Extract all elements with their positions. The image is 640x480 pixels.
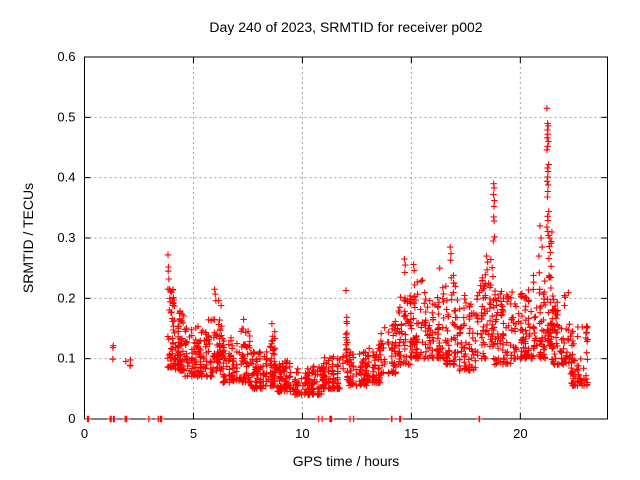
- plot-frame: [84, 56, 608, 420]
- x-axis-label: GPS time / hours: [292, 453, 400, 469]
- chart-title: Day 240 of 2023, SRMTID for receiver p00…: [209, 19, 483, 35]
- svg-text:0.6: 0.6: [57, 49, 75, 64]
- svg-text:0: 0: [68, 411, 75, 426]
- svg-text:20: 20: [513, 426, 527, 441]
- svg-text:0.2: 0.2: [57, 290, 75, 305]
- tick-labels: 0 5 10 15 20 0 0.1 0.2 0.3 0.4 0.5 0.6: [57, 49, 527, 441]
- svg-text:0.3: 0.3: [57, 230, 75, 245]
- svg-text:0.1: 0.1: [57, 351, 75, 366]
- svg-text:0.5: 0.5: [57, 109, 75, 124]
- svg-text:5: 5: [190, 426, 197, 441]
- svg-text:15: 15: [404, 426, 418, 441]
- data-points: [84, 105, 591, 423]
- gridlines: [84, 57, 608, 419]
- svg-text:0: 0: [81, 426, 88, 441]
- svg-text:10: 10: [295, 426, 309, 441]
- svg-text:0.4: 0.4: [57, 170, 75, 185]
